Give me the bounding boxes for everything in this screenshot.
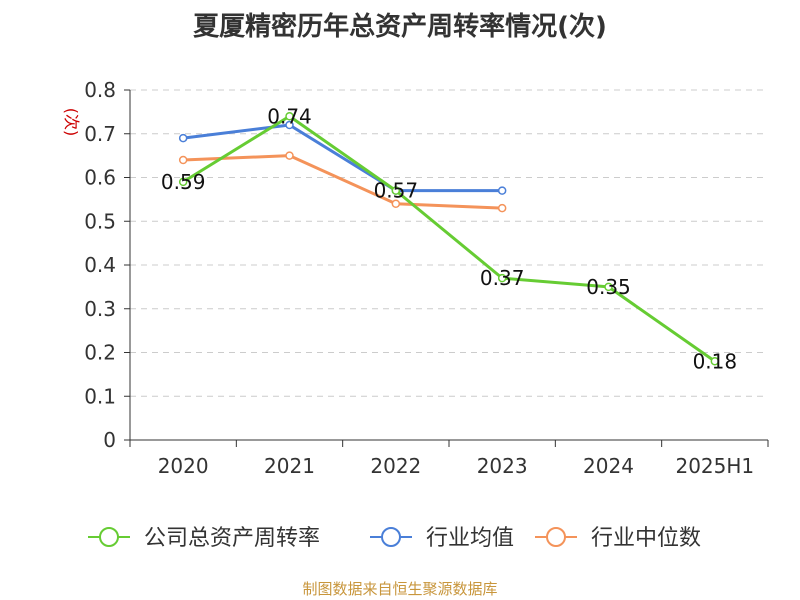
x-tick-label: 2023 <box>477 454 528 478</box>
y-tick-label: 0.6 <box>84 166 116 190</box>
data-label: 0.59 <box>161 170 206 194</box>
x-tick-label: 2022 <box>370 454 421 478</box>
legend-marker <box>381 527 401 547</box>
legend-label: 行业均值 <box>426 526 514 551</box>
y-tick-label: 0.8 <box>84 78 116 102</box>
data-point <box>497 203 507 213</box>
x-tick-label: 2025H1 <box>675 454 754 478</box>
data-point <box>178 177 188 187</box>
y-tick-label: 0.3 <box>84 297 116 321</box>
data-point <box>178 155 188 165</box>
series-line <box>182 123 503 193</box>
data-point <box>285 112 294 121</box>
x-tick-label: 2024 <box>583 454 634 478</box>
y-axis-label: (次) <box>62 108 81 137</box>
data-point <box>391 186 401 195</box>
data-point <box>178 133 188 143</box>
legend-label: 行业中位数 <box>591 526 701 551</box>
data-point <box>285 120 294 130</box>
y-tick-label: 0.1 <box>84 384 116 408</box>
y-tick-label: 0.5 <box>84 209 116 233</box>
data-point <box>497 273 507 283</box>
y-tick-label: 0.4 <box>84 253 116 277</box>
data-label: 0.37 <box>480 266 525 290</box>
data-label: 0.18 <box>693 349 738 373</box>
data-point <box>710 357 720 366</box>
chart-title: 夏厦精密历年总资产周转率情况(次) <box>193 12 607 42</box>
data-point <box>497 186 507 195</box>
data-label: 0.35 <box>586 275 631 299</box>
y-tick-label: 0 <box>103 428 116 452</box>
source-note: 制图数据来自恒生聚源数据库 <box>302 580 498 598</box>
series-line <box>182 114 716 363</box>
legend-label: 公司总资产周转率 <box>144 526 320 551</box>
legend-marker <box>546 527 566 547</box>
y-tick-label: 0.2 <box>84 341 116 365</box>
data-label: 0.74 <box>267 104 312 128</box>
data-point <box>391 199 401 208</box>
legend-marker <box>99 527 119 547</box>
data-label: 0.57 <box>374 179 419 203</box>
data-point <box>285 151 294 160</box>
x-tick-label: 2021 <box>264 454 315 478</box>
x-tick-label: 2020 <box>158 454 209 478</box>
y-tick-label: 0.7 <box>84 122 116 146</box>
data-point <box>604 282 613 292</box>
series-line <box>183 154 503 210</box>
